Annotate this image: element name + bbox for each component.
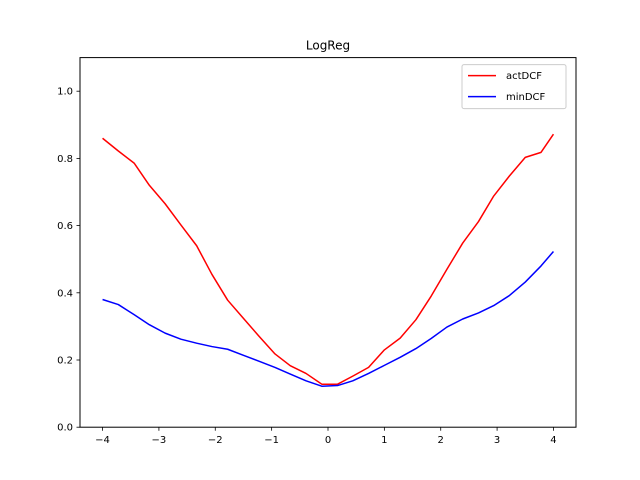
- x-axis: −4 −3 −2 −1 0 1 2 3 4: [95, 427, 557, 446]
- x-tick-label: −3: [152, 435, 167, 446]
- legend-label: actDCF: [506, 71, 542, 82]
- x-tick-label: 4: [550, 435, 556, 446]
- legend: actDCF minDCF: [461, 64, 567, 110]
- series-line-mindcf: [102, 250, 555, 387]
- y-tick-label: 0.0: [57, 423, 73, 434]
- y-axis: 0.0 0.2 0.4 0.6 0.8 1.0: [57, 87, 80, 434]
- y-tick-label: 0.8: [57, 154, 73, 165]
- x-tick-label: −1: [264, 435, 279, 446]
- y-tick-label: 0.6: [57, 221, 73, 232]
- series-line-actdcf: [102, 133, 555, 385]
- x-tick-label: 0: [325, 435, 331, 446]
- x-tick-label: −4: [95, 435, 110, 446]
- y-tick-label: 0.2: [57, 356, 73, 367]
- legend-label: minDCF: [506, 92, 546, 103]
- y-tick-label: 1.0: [57, 87, 73, 98]
- chart-title: LogReg: [306, 39, 350, 53]
- y-tick-label: 0.4: [57, 288, 73, 299]
- plot-area: [102, 133, 555, 387]
- x-tick-label: −2: [208, 435, 223, 446]
- x-tick-label: 2: [438, 435, 444, 446]
- x-tick-label: 1: [381, 435, 387, 446]
- x-tick-label: 3: [494, 435, 500, 446]
